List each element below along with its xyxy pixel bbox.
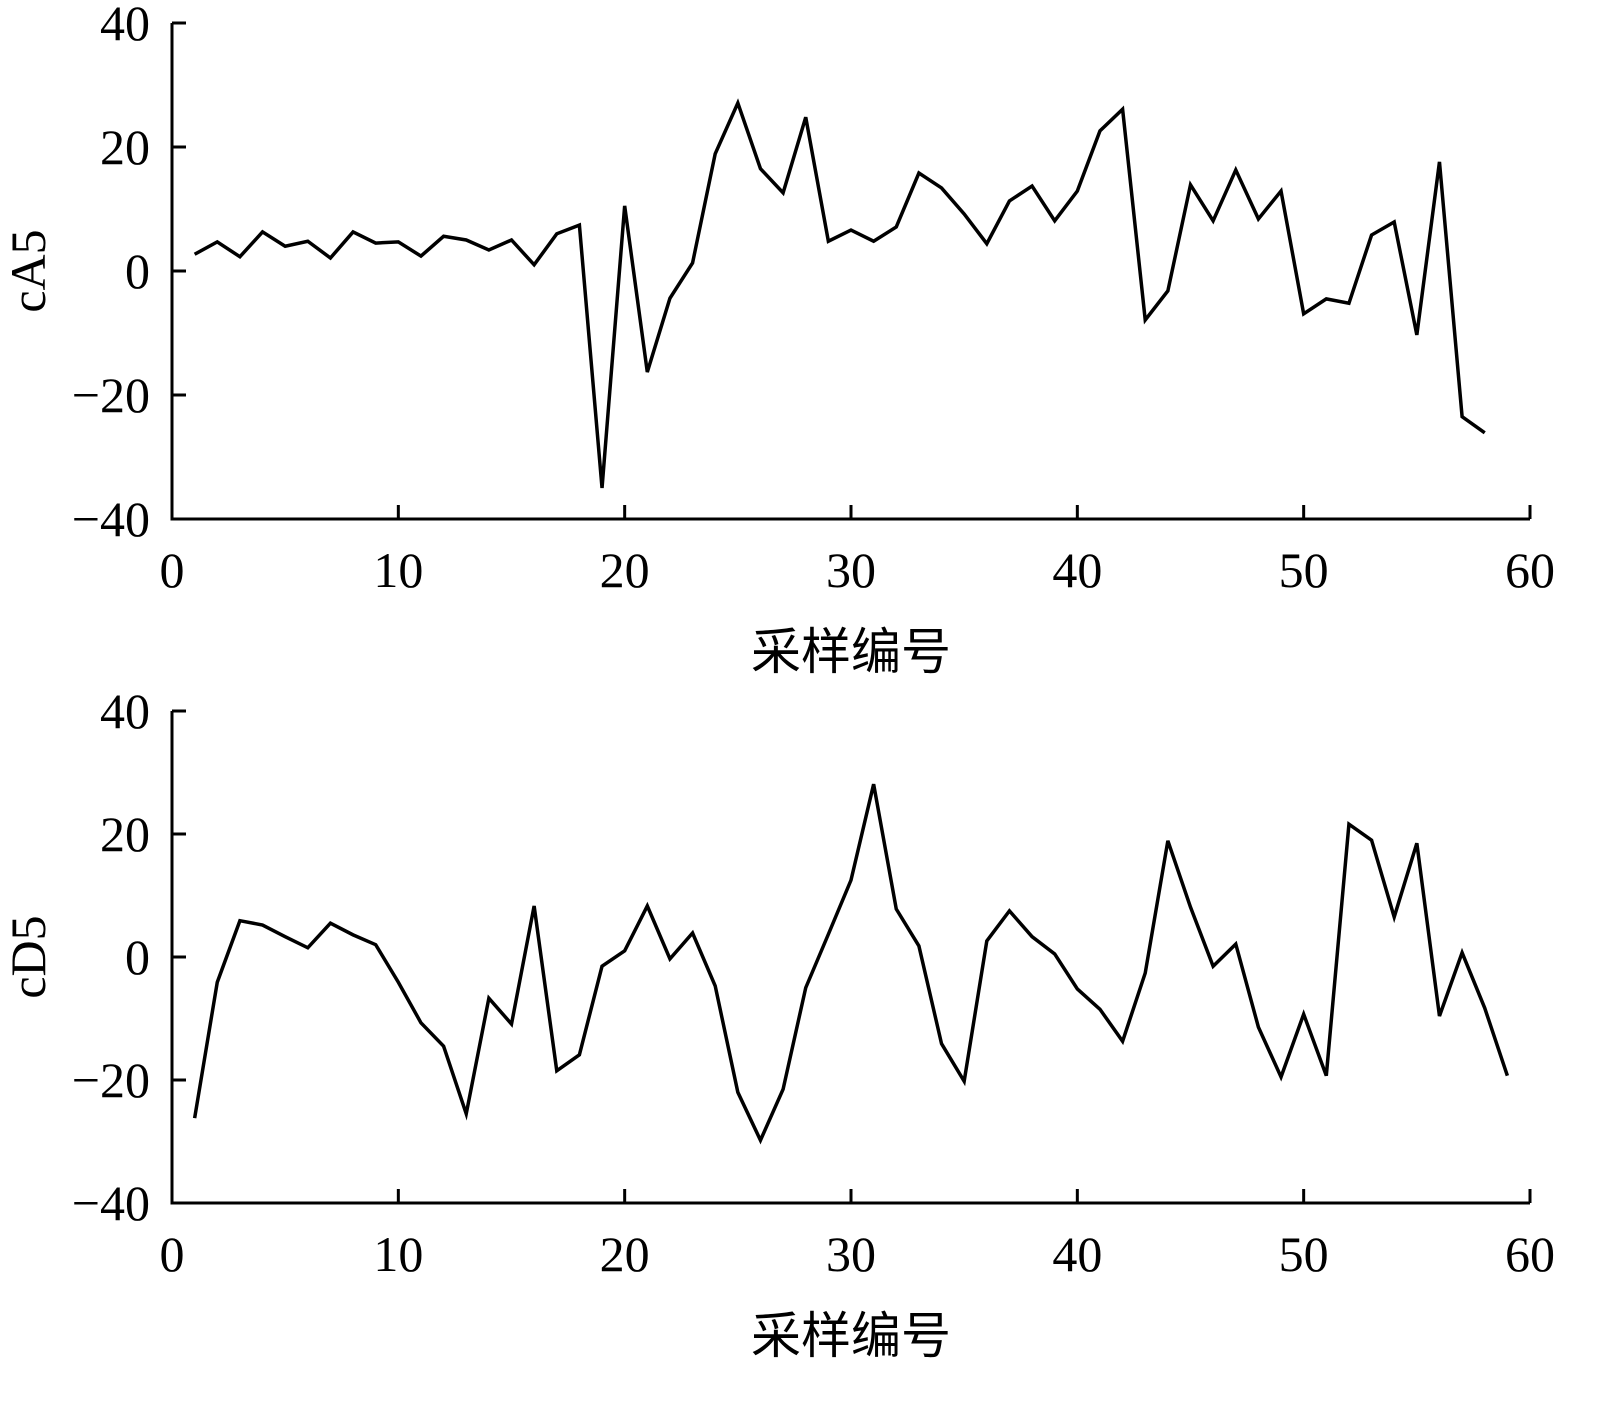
y-tick-label: 0 [125, 243, 150, 299]
axes [170, 711, 1530, 1205]
y-tick-label: 40 [100, 0, 150, 51]
y-tick-label: −20 [72, 1052, 150, 1108]
axes [170, 23, 1530, 521]
y-tick-label: 0 [125, 929, 150, 985]
x-tick-label: 0 [160, 542, 185, 598]
line-series [192, 783, 1510, 1145]
y-tick-label: 40 [100, 683, 150, 739]
x-tick-label: 0 [160, 1226, 185, 1282]
x-tick-label: 50 [1279, 542, 1329, 598]
x-tick-label: 40 [1052, 1226, 1102, 1282]
y-tick-label: −40 [72, 491, 150, 547]
x-axis-label: 采样编号 [751, 624, 951, 680]
x-tick-label: 30 [826, 542, 876, 598]
x-tick-label: 20 [600, 542, 650, 598]
y-tick-label: −20 [72, 367, 150, 423]
x-tick-label: 10 [373, 1226, 423, 1282]
x-axis-label: 采样编号 [751, 1308, 951, 1364]
x-tick-label: 50 [1279, 1226, 1329, 1282]
x-tick-label: 10 [373, 542, 423, 598]
x-tick-label: 60 [1505, 1226, 1555, 1282]
y-axis-label: cD5 [0, 915, 56, 998]
y-axis-label: cA5 [0, 229, 56, 312]
x-tick-label: 60 [1505, 542, 1555, 598]
x-tick-label: 40 [1052, 542, 1102, 598]
y-tick-label: −40 [72, 1175, 150, 1231]
y-tick-label: 20 [100, 806, 150, 862]
line-series [193, 98, 1486, 489]
x-tick-label: 30 [826, 1226, 876, 1282]
x-tick-label: 20 [600, 1226, 650, 1282]
y-tick-label: 20 [100, 119, 150, 175]
